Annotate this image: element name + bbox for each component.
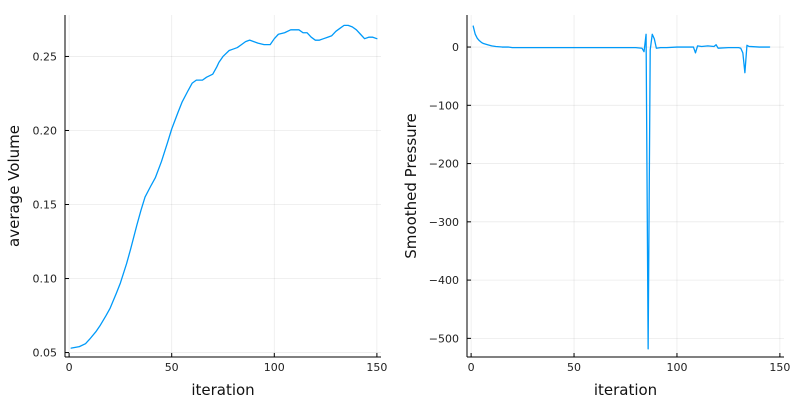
pressure-series-line — [472, 25, 771, 350]
pressure-chart-panel: 0 50 100 150 0 −100 −200 −300 −400 −500 iteration S… — [402, 15, 790, 399]
volume-series-line — [70, 24, 378, 349]
pressure-x-tick-label: 100 — [666, 361, 687, 374]
pressure-y-tick-label: −100 — [429, 99, 459, 112]
pressure-x-tick-label: 150 — [769, 361, 790, 374]
volume-y-tick-label: 0.15 — [33, 199, 58, 212]
volume-x-tick-label: 50 — [165, 361, 179, 374]
pressure-x-tick-label: 50 — [567, 361, 581, 374]
pressure-y-tick-label: −400 — [429, 274, 459, 287]
pressure-y-axis-label: Smoothed Pressure — [402, 113, 420, 258]
volume-x-tick-label: 150 — [366, 361, 387, 374]
pressure-x-tick-label: 0 — [468, 361, 475, 374]
pressure-x-axis-label: iteration — [594, 381, 657, 399]
pressure-y-tick-label: −500 — [429, 332, 459, 345]
volume-y-tick-label: 0.20 — [33, 124, 58, 137]
volume-x-tick-label: 0 — [66, 361, 73, 374]
volume-x-axis-label: iteration — [191, 381, 254, 399]
volume-y-tick-label: 0.05 — [33, 347, 58, 360]
volume-y-tick-label: 0.25 — [33, 50, 58, 63]
pressure-y-tick-label: 0 — [452, 41, 459, 54]
volume-x-tick-label: 100 — [264, 361, 285, 374]
pressure-y-tick-label: −200 — [429, 158, 459, 171]
volume-y-axis-label: average Volume — [5, 125, 23, 247]
volume-y-tick-label: 0.10 — [33, 273, 58, 286]
volume-chart-panel: 0 50 100 150 0.05 0.10 0.15 0.20 0.25 iteration av… — [5, 15, 387, 399]
pressure-y-tick-label: −300 — [429, 216, 459, 229]
